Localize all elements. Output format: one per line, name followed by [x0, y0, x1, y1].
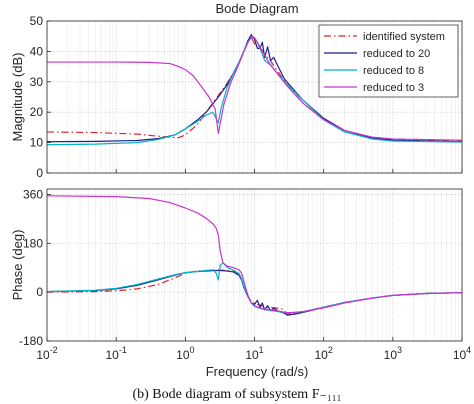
magnitude-series-group [46, 34, 463, 146]
magnitude-y-tick-label: 50 [30, 14, 44, 28]
x-tick-label: 101 [245, 345, 263, 362]
magnitude-y-axis-title: Magnitude (dB) [10, 53, 25, 142]
magnitude-y-tick-label: 30 [30, 75, 44, 89]
phase-grid [46, 189, 463, 342]
phase-series-line [46, 195, 463, 314]
phase-y-axis-title: Phase (deg) [10, 230, 25, 301]
x-tick-label: 100 [176, 345, 194, 362]
x-tick-label: 104 [453, 345, 471, 362]
legend-label: identified system [363, 31, 445, 43]
legend-label: reduced to 8 [363, 65, 424, 77]
phase-y-tick-label: 0 [36, 285, 43, 299]
magnitude-y-tick-label: 20 [30, 105, 44, 119]
chart-title: Bode Diagram [215, 1, 298, 16]
magnitude-series-line [47, 35, 463, 141]
phase-series-group [46, 195, 463, 316]
x-tick-label: 10-2 [36, 345, 57, 362]
phase-y-tick-label: -180 [19, 334, 43, 348]
magnitude-y-tick-label: 10 [30, 136, 44, 150]
legend-box [318, 24, 459, 98]
magnitude-panel: 0 10 20 30 40 50 Magnitude (dB) identified syst… [10, 14, 463, 180]
x-tick-label: 103 [384, 345, 402, 362]
x-axis-title: Frequency (rad/s) [206, 364, 309, 379]
legend-label: reduced to 3 [363, 82, 424, 94]
legend: identified system reduced to 20 reduced to… [318, 24, 459, 98]
legend-label: reduced to 20 [363, 48, 430, 60]
magnitude-y-tick-label: 40 [30, 44, 44, 58]
phase-y-tick-label: 180 [23, 236, 43, 250]
phase-y-tick-label: 360 [23, 187, 43, 201]
figure-caption: (b) Bode diagram of subsystem F₋₁₁₁ [132, 387, 342, 402]
magnitude-y-tick-label: 0 [36, 166, 43, 180]
x-tick-label: 10-1 [105, 345, 126, 362]
phase-panel: -180 0 180 360 10-2 10-1 100 101 102 103 104 Phase … [10, 187, 471, 362]
x-tick-label: 102 [314, 345, 332, 362]
